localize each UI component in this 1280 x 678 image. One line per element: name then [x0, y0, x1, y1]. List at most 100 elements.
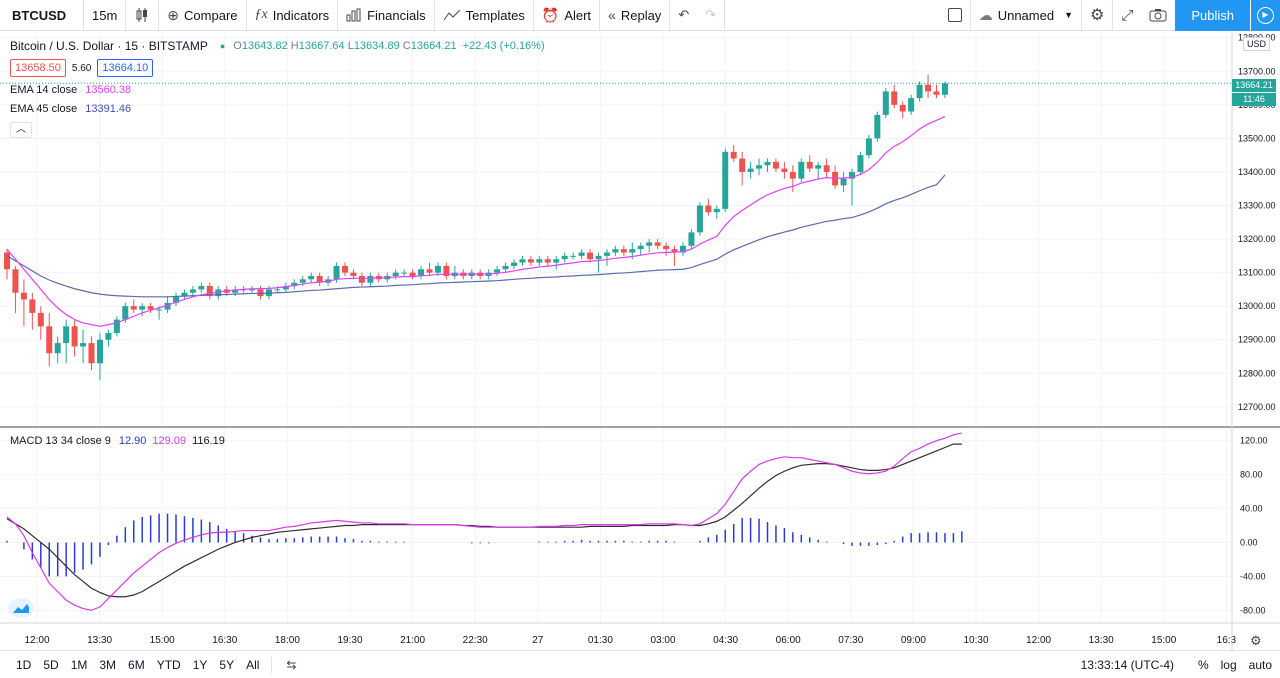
- replay-play-button[interactable]: ▶: [1250, 0, 1280, 31]
- compare-button[interactable]: ⊕ Compare: [159, 0, 247, 31]
- chart-style-button[interactable]: [126, 0, 160, 31]
- timezone-clock[interactable]: 13:33:14 (UTC-4): [1080, 658, 1174, 672]
- fullscreen-button[interactable]: ⤢: [1113, 0, 1141, 31]
- time-axis-label: 22:30: [463, 635, 488, 646]
- candle-body: [511, 262, 517, 266]
- candle-body: [764, 161, 771, 166]
- candle-body: [29, 299, 36, 313]
- candle-body: [646, 242, 653, 246]
- bar-chart-icon: [346, 8, 361, 22]
- axis-settings-icon[interactable]: ⚙: [1250, 634, 1262, 649]
- candle-body: [899, 104, 906, 112]
- candle-body: [139, 306, 146, 310]
- candle-body: [443, 265, 450, 276]
- time-axis-label: 01:30: [588, 635, 613, 646]
- fullscreen-selection-button[interactable]: [940, 0, 971, 31]
- candle-body: [274, 289, 281, 291]
- candle-body: [434, 265, 441, 273]
- range-button-1d[interactable]: 1D: [16, 657, 32, 672]
- legend-collapse-button[interactable]: ︿: [10, 122, 32, 138]
- candle-body: [612, 249, 619, 253]
- candle-body: [603, 252, 610, 256]
- alert-button[interactable]: ⏰ Alert: [534, 0, 601, 31]
- range-button-6m[interactable]: 6M: [128, 657, 145, 672]
- expand-icon: ⤢: [1121, 6, 1134, 24]
- candle-body: [333, 265, 340, 280]
- candle-body: [620, 249, 627, 253]
- price-axis-label: 13700.00: [1238, 66, 1276, 76]
- candle-body: [840, 178, 847, 186]
- redo-button[interactable]: ↷: [697, 0, 726, 31]
- rewind-icon: «: [608, 7, 616, 23]
- publish-button[interactable]: Publish: [1175, 0, 1250, 31]
- candle-body: [37, 312, 44, 327]
- candle-body: [20, 292, 27, 300]
- symbol-search-button[interactable]: BTCUSD: [0, 0, 84, 31]
- candle-body: [113, 319, 120, 334]
- auto-scale-button[interactable]: auto: [1248, 658, 1272, 672]
- settings-button[interactable]: ⚙: [1082, 0, 1114, 31]
- financials-label: Financials: [367, 7, 426, 23]
- compare-label: Compare: [184, 7, 238, 23]
- layout-menu-button[interactable]: ☁ Unnamed ▼: [971, 0, 1082, 31]
- range-button-ytd[interactable]: YTD: [156, 657, 181, 672]
- price-axis-label: 12700.00: [1238, 402, 1276, 412]
- series-title: Bitcoin / U.S. Dollar · 15 · BITSTAMP: [10, 39, 208, 53]
- range-button-1m[interactable]: 1M: [70, 657, 88, 672]
- gear-icon: ⚙: [1090, 7, 1105, 24]
- ema45-legend[interactable]: EMA 45 close 13391.46: [10, 103, 131, 115]
- replay-button[interactable]: «Replay: [600, 0, 671, 31]
- percent-scale-button[interactable]: %: [1197, 658, 1209, 672]
- candle-body: [739, 158, 746, 172]
- price-axis-label: 12800.00: [1238, 368, 1276, 378]
- macd-legend[interactable]: MACD 13 34 close 9 12.90 129.09 116.19: [10, 435, 225, 447]
- alert-label: Alert: [564, 7, 592, 23]
- range-button-3m[interactable]: 3M: [99, 657, 117, 672]
- interval-button[interactable]: 15m: [84, 0, 127, 31]
- price-axis-label: 13000.00: [1238, 301, 1276, 311]
- time-axis-label: 10:30: [963, 635, 988, 646]
- currency-label[interactable]: USD: [1243, 37, 1271, 51]
- tradingview-logo[interactable]: [8, 598, 34, 618]
- candle-body: [173, 296, 179, 303]
- candle-body: [544, 259, 551, 263]
- range-button-5d[interactable]: 5D: [43, 657, 59, 672]
- snapshot-button[interactable]: [1141, 0, 1175, 31]
- candle-body: [705, 205, 712, 213]
- date-range-button[interactable]: ⇆: [278, 658, 304, 672]
- price-axis-label: 13300.00: [1238, 201, 1276, 211]
- time-axis-label: 04:30: [713, 635, 738, 646]
- candle-body: [781, 168, 788, 172]
- divider: [271, 656, 273, 673]
- undo-button[interactable]: ↶: [670, 0, 697, 31]
- candle-body: [688, 232, 695, 246]
- candle-body: [671, 249, 678, 253]
- log-scale-button[interactable]: log: [1220, 658, 1237, 672]
- candle-body: [570, 255, 577, 257]
- bid-ask-row: 13658.50 5.60 13664.10: [10, 59, 154, 77]
- macd-axis-label: 40.00: [1240, 504, 1263, 514]
- replay-label: Replay: [620, 7, 662, 23]
- range-button-all[interactable]: All: [246, 657, 260, 672]
- financials-button[interactable]: Financials: [338, 0, 435, 31]
- candle-body: [772, 161, 779, 169]
- bar-countdown-tag: 11:46: [1232, 93, 1276, 106]
- candle-body: [891, 91, 898, 105]
- templates-button[interactable]: Templates: [435, 0, 534, 31]
- range-button-1y[interactable]: 1Y: [192, 657, 208, 672]
- chart-area[interactable]: 12:00 13:30 15:00 16:30 18:00 19:30 21:00 22:30…: [0, 31, 1280, 650]
- candle-body: [12, 269, 19, 293]
- candle-body: [257, 289, 264, 297]
- sell-price-button[interactable]: 13658.50: [10, 59, 66, 77]
- ema14-legend[interactable]: EMA 14 close 13560.38: [10, 84, 131, 96]
- macd-signal-value: 116.19: [192, 435, 225, 447]
- time-axis-label: 03:00: [650, 635, 675, 646]
- square-icon: [947, 8, 962, 22]
- indicators-button[interactable]: ƒx Indicators: [247, 0, 339, 31]
- buy-price-button[interactable]: 13664.10: [97, 59, 154, 77]
- macd-line-value: 129.09: [152, 435, 187, 447]
- range-button-5y[interactable]: 5Y: [219, 657, 235, 672]
- top-toolbar: BTCUSD 15m ⊕ Compare ƒx Indicators Financi…: [0, 0, 1280, 31]
- time-axis-label: 15:00: [1151, 635, 1176, 646]
- candle-body: [849, 171, 855, 179]
